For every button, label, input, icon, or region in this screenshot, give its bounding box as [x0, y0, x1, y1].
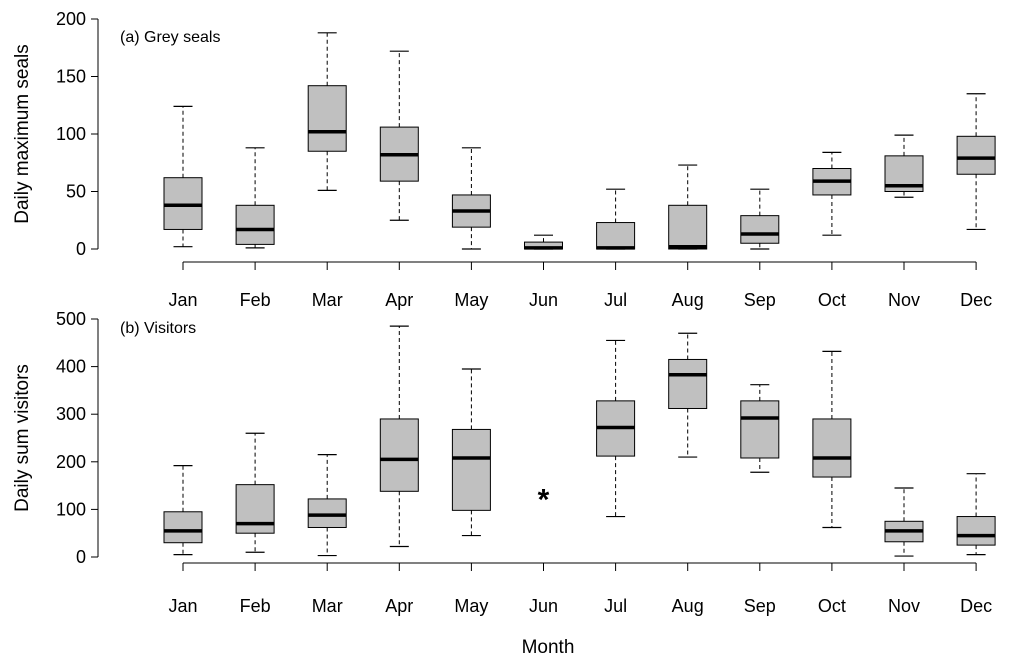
p2-iqr-box-mar [307, 498, 347, 528]
p1-iqr-box-feb [235, 204, 275, 245]
p2-x-tick-label-apr: Apr [385, 596, 413, 616]
p1-x-tick-label-dec: Dec [960, 290, 992, 310]
p2-box-jan [163, 465, 203, 556]
p2-box-feb [235, 432, 275, 553]
p2-x-tick-label-jun: Jun [529, 596, 558, 616]
p2-y-tick-label-100: 100 [56, 499, 86, 519]
p1-box-feb [235, 147, 275, 249]
p2-x-tick-label-oct: Oct [818, 596, 846, 616]
p2-box-dec [956, 473, 996, 556]
p1-y-tick-label-50: 50 [66, 182, 86, 202]
x-axis-title: Month [522, 637, 575, 657]
p1-iqr-box-aug [668, 204, 708, 250]
p1-y-axis-title: Daily maximum seals [12, 44, 33, 223]
p1-y-tick-label-150: 150 [56, 67, 86, 87]
p2-y-tick-label-300: 300 [56, 404, 86, 424]
p1-box-apr [379, 50, 419, 221]
p2-iqr-box-may [451, 428, 491, 511]
p2-x-tick-label-aug: Aug [672, 596, 704, 616]
p1-x-tick-label-jul: Jul [604, 290, 627, 310]
p1-box-aug [668, 164, 708, 250]
p2-iqr-box-sep [740, 400, 780, 459]
panel-visitors: 0 100 200 300 400 500 Daily sum visitors (b) Vi… [12, 309, 996, 616]
p2-y-tick-label-200: 200 [56, 452, 86, 472]
p2-iqr-box-dec [956, 516, 996, 546]
p1-iqr-box-dec [956, 135, 996, 175]
p1-box-jul [596, 188, 636, 250]
p2-x-tick-label-feb: Feb [240, 596, 271, 616]
p1-x-tick-label-aug: Aug [672, 290, 704, 310]
p1-box-nov [884, 134, 924, 198]
p2-x-tick-label-sep: Sep [744, 596, 776, 616]
p2-panel-label: (b) Visitors [120, 320, 196, 337]
p2-iqr-box-apr [379, 418, 419, 492]
p2-missing-marker-jun: * [538, 484, 550, 517]
p1-x-tick-label-nov: Nov [888, 290, 920, 310]
p2-iqr-box-aug [668, 358, 708, 409]
p2-x-tick-label-nov: Nov [888, 596, 920, 616]
p1-x-tick-label-apr: Apr [385, 290, 413, 310]
p2-box-aug [668, 332, 708, 458]
p2-iqr-box-jan [163, 511, 203, 544]
p2-y-tick-label-400: 400 [56, 357, 86, 377]
p2-x-tick-label-jan: Jan [168, 596, 197, 616]
p1-box-sep [740, 188, 780, 250]
p1-iqr-box-mar [307, 85, 347, 152]
p1-y-tick-label-200: 200 [56, 9, 86, 29]
p1-x-tick-label-sep: Sep [744, 290, 776, 310]
p2-iqr-box-oct [812, 418, 852, 478]
p2-x-tick-label-may: May [454, 596, 488, 616]
p2-box-nov [884, 487, 924, 557]
p1-box-oct [812, 151, 852, 236]
p2-x-tick-label-jul: Jul [604, 596, 627, 616]
p2-box-oct [812, 350, 852, 529]
p2-box-may [451, 368, 491, 537]
p2-box-jul [596, 339, 636, 518]
p1-box-jun [524, 234, 563, 250]
p1-panel-label: (a) Grey seals [120, 29, 220, 46]
p1-x-tick-label-jan: Jan [168, 290, 197, 310]
p1-x-tick-label-oct: Oct [818, 290, 846, 310]
p1-x-tick-label-mar: Mar [312, 290, 343, 310]
panel-grey-seals: 0 50 100 150 200 Daily maximum seals (a) Grey … [12, 9, 996, 310]
p1-iqr-box-jul [596, 222, 636, 250]
p2-x-tick-label-dec: Dec [960, 596, 992, 616]
p1-x-tick-label-jun: Jun [529, 290, 558, 310]
p1-y-tick-label-0: 0 [76, 239, 86, 259]
p2-y-tick-label-0: 0 [76, 547, 86, 567]
p1-x-tick-label-may: May [454, 290, 488, 310]
p1-box-mar [307, 32, 347, 191]
p1-box-may [451, 147, 491, 250]
p2-y-tick-label-500: 500 [56, 309, 86, 329]
p1-iqr-box-sep [740, 215, 780, 244]
p2-box-apr [379, 325, 419, 548]
p2-box-sep [740, 384, 780, 473]
p2-y-axis-title: Daily sum visitors [12, 364, 33, 512]
p1-x-tick-label-feb: Feb [240, 290, 271, 310]
p1-box-dec [956, 93, 996, 231]
p2-box-mar [307, 454, 347, 557]
p2-x-tick-label-mar: Mar [312, 596, 343, 616]
p2-iqr-box-feb [235, 484, 275, 534]
p1-box-jan [163, 105, 203, 248]
p1-y-tick-label-100: 100 [56, 124, 86, 144]
